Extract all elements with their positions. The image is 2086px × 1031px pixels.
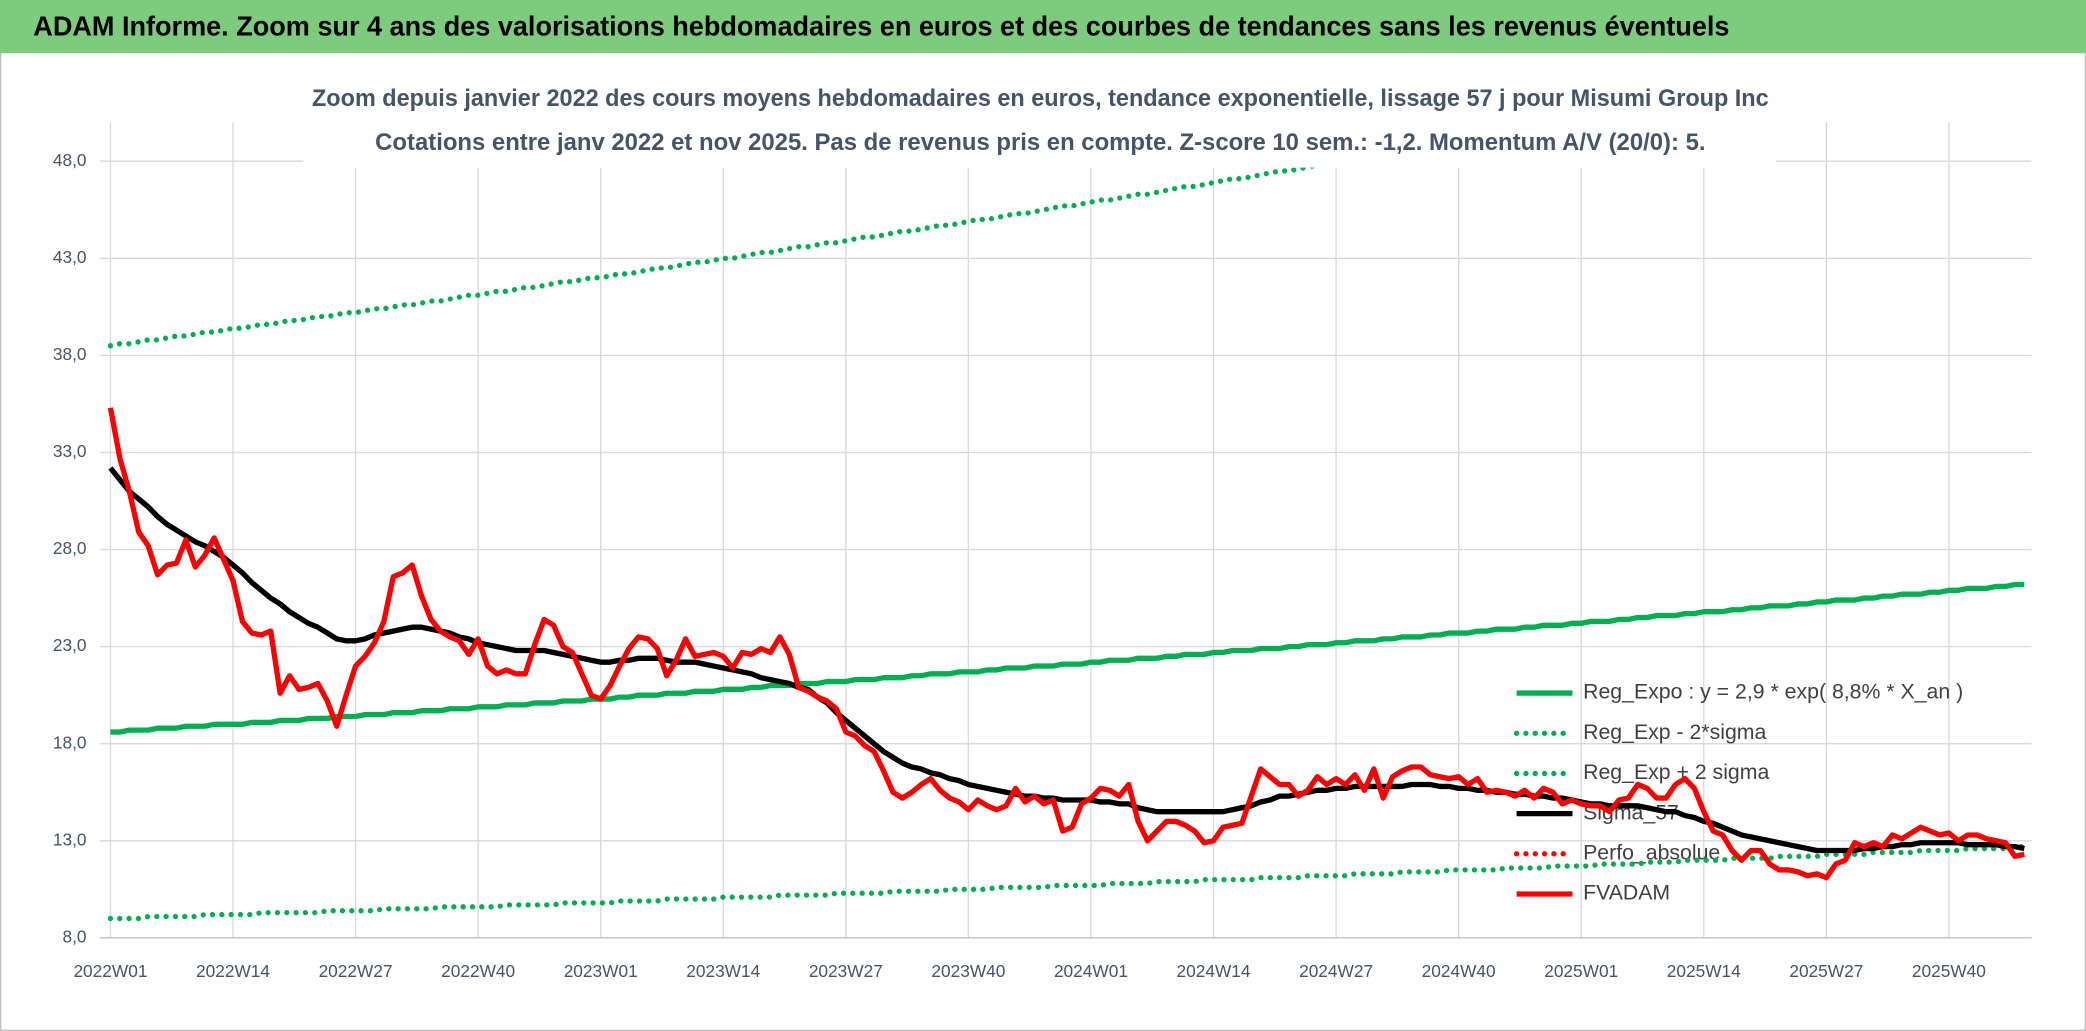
x-tick-label: 2024W40	[1422, 961, 1496, 981]
y-tick-label: 48,0	[53, 150, 87, 170]
header-bar	[0, 0, 2086, 54]
series-line	[108, 466, 2025, 854]
legend-label: Reg_Expo : y = 2,9 * exp( 8,8% * X_an )	[1583, 680, 1963, 704]
subtitle-box	[303, 77, 1777, 168]
subtitle-line: Cotations entre janv 2022 et nov 2025. P…	[375, 129, 1705, 156]
y-tick-label: 43,0	[53, 247, 87, 267]
x-tick-label: 2025W27	[1789, 961, 1863, 981]
x-tick-label: 2024W01	[1054, 961, 1128, 981]
y-tick-label: 28,0	[53, 538, 87, 558]
y-tick-label: 8,0	[62, 926, 86, 946]
x-tick-label: 2023W27	[809, 961, 883, 981]
x-tick-label: 2025W40	[1912, 961, 1986, 981]
x-tick-label: 2022W01	[73, 961, 147, 981]
x-tick-label: 2023W40	[931, 961, 1005, 981]
y-tick-label: 18,0	[53, 732, 87, 752]
x-tick-label: 2025W14	[1667, 961, 1741, 981]
plot-area	[107, 119, 2027, 922]
y-tick-label: 23,0	[53, 635, 87, 655]
legend-label: FVADAM	[1583, 881, 1670, 905]
series-line	[107, 119, 1598, 349]
x-tick-label: 2025W01	[1544, 961, 1618, 981]
x-tick-label: 2022W40	[441, 961, 515, 981]
x-tick-label: 2024W27	[1299, 961, 1373, 981]
subtitle-line: Zoom depuis janvier 2022 des cours moyen…	[312, 85, 1769, 112]
legend: Reg_Expo : y = 2,9 * exp( 8,8% * X_an ) R…	[1513, 680, 1963, 905]
legend-label: Reg_Exp + 2 sigma	[1583, 760, 1769, 784]
y-tick-label: 38,0	[53, 344, 87, 364]
series-line	[107, 407, 2025, 881]
x-tick-label: 2023W14	[686, 961, 760, 981]
x-tick-label: 2024W14	[1177, 961, 1251, 981]
x-tick-label: 2023W01	[564, 961, 638, 981]
x-tick-label: 2022W27	[319, 961, 393, 981]
y-tick-label: 33,0	[53, 441, 87, 461]
page-title: ADAM Informe. Zoom sur 4 ans des valoris…	[33, 10, 1729, 41]
x-tick-label: 2022W14	[196, 961, 270, 981]
series-line	[110, 581, 2025, 735]
series-line	[107, 843, 2027, 922]
legend-label: Reg_Exp - 2*sigma	[1583, 720, 1766, 744]
y-tick-label: 13,0	[53, 829, 87, 849]
